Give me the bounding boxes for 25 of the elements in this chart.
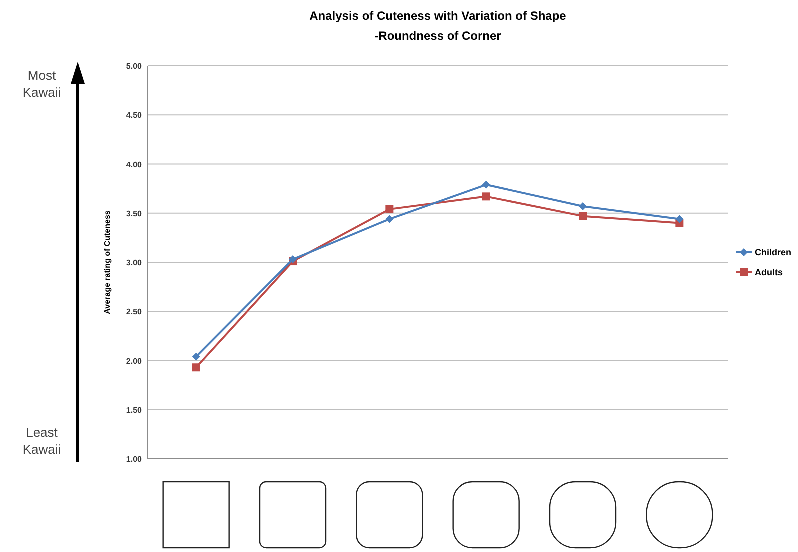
point <box>579 202 587 210</box>
point <box>579 212 587 220</box>
chart-title: Analysis of Cuteness with Variation of Shape <box>310 9 567 23</box>
chart-subtitle: -Roundness of Corner <box>374 29 502 43</box>
y-tick-label: 1.00 <box>126 455 143 464</box>
point <box>192 364 200 372</box>
y-tick-label: 4.50 <box>126 111 143 120</box>
legend-label: Children <box>755 248 792 258</box>
point <box>192 352 200 361</box>
y-tick-label: 4.00 <box>126 160 143 170</box>
text: Most Kawaii <box>22 68 62 100</box>
point <box>386 215 394 224</box>
point <box>482 180 490 189</box>
point <box>386 205 394 214</box>
y-tick-label: 3.50 <box>126 209 143 218</box>
y-tick-label: 5.00 <box>126 62 143 71</box>
y-tick-label: 2.50 <box>126 308 143 317</box>
y-tick-label: 3.00 <box>126 258 143 268</box>
text: Least Kawaii <box>22 425 62 457</box>
legend-label: Adults <box>755 268 783 278</box>
point <box>482 192 490 201</box>
y-axis-title: Average rating of Cuteness <box>103 210 112 314</box>
point <box>676 215 684 224</box>
y-tick-label: 1.50 <box>126 406 143 415</box>
y-tick-label: 2.00 <box>126 356 143 366</box>
